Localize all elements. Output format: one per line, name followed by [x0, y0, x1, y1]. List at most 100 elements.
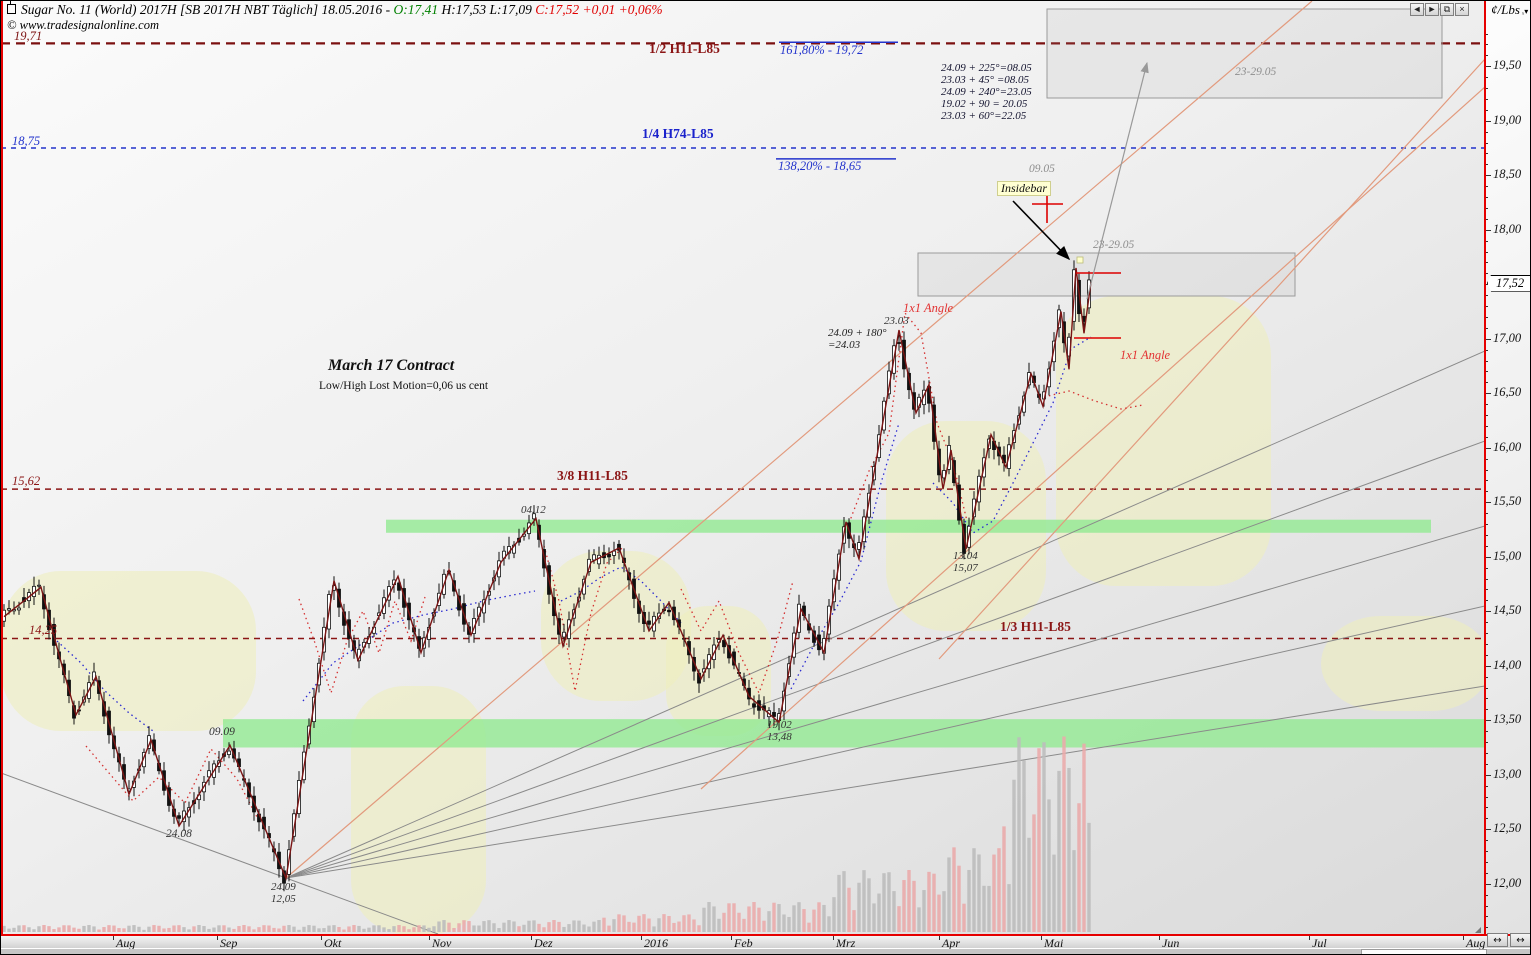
axis-tick [1485, 425, 1488, 427]
axis-tick [1485, 654, 1488, 656]
month-label: Jun [1162, 936, 1180, 950]
month-tick [833, 936, 834, 940]
price-tick-label: 18,00 [1493, 221, 1522, 236]
month-tick [1463, 936, 1464, 940]
axis-tick [1485, 131, 1488, 133]
axis-tick [1485, 393, 1491, 395]
gann-fan-line[interactable] [285, 605, 1485, 879]
scroll-right-button[interactable]: ► [1425, 3, 1439, 16]
axis-tick [1485, 545, 1488, 547]
axis-tick [1485, 643, 1488, 645]
title-highlow-values: H:17,53 L:17,09 [438, 2, 536, 17]
title-close-value: C:17,52 +0,01 +0,06% [535, 2, 663, 17]
axis-tick [1485, 33, 1488, 35]
price-tick-label: 19,50 [1493, 58, 1522, 73]
annotation-label: 19.02 13,48 [767, 719, 792, 743]
gann-fan-line[interactable] [1, 772, 439, 934]
projection-arrow[interactable] [1086, 61, 1149, 300]
resize-corner-icon[interactable] [1475, 927, 1481, 933]
restore-window-button[interactable]: ⧉ [1440, 3, 1454, 16]
chart-object-pin-icon [7, 1, 16, 14]
annotation-label: 24.09 12,05 [271, 881, 296, 905]
price-tick-label: 16,50 [1493, 385, 1522, 400]
axis-tick [1485, 338, 1491, 340]
cloud-zone [1056, 296, 1271, 586]
month-label: Mai [1044, 936, 1064, 950]
axis-tick [1485, 861, 1488, 863]
axis-tick [1485, 502, 1491, 504]
axis-tick [1485, 218, 1488, 220]
axis-tick [1485, 360, 1488, 362]
anchor-point[interactable] [1076, 256, 1084, 264]
axis-tick [1485, 273, 1488, 275]
axis-tick [1485, 894, 1488, 896]
scrollbar-thumb[interactable] [1361, 949, 1487, 954]
zigzag-line[interactable] [3, 267, 1092, 881]
month-label: Aug [1466, 936, 1486, 950]
scroll-left-button[interactable]: ◄ [1410, 3, 1424, 16]
annotation-label: 1x1 Angle [1120, 348, 1171, 362]
axis-tick [1485, 567, 1488, 569]
annotation-label: Insidebar [997, 181, 1051, 196]
annotation-label: 138,20% - 18,65 [778, 159, 862, 173]
annotation-label: 15,62 [12, 474, 41, 488]
axis-tick [1485, 524, 1488, 526]
gann-1x1-line[interactable] [938, 58, 1485, 660]
expand-scale-button[interactable]: ↔ [1510, 933, 1530, 947]
axis-tick [1485, 251, 1488, 253]
support-zone [386, 519, 1431, 533]
gann-1x1-line[interactable] [285, 1, 1313, 879]
axis-settings-icon[interactable]: ₓ▾ [1521, 7, 1529, 16]
axis-tick [1485, 840, 1488, 842]
axis-tick [1485, 186, 1488, 188]
annotation-label: 23.03 [884, 315, 909, 327]
month-tick [1041, 936, 1042, 940]
axis-tick [1485, 807, 1488, 809]
time-axis[interactable]: Aug Sep Okt Nov Dez 2016 Feb Mrz Apr Mai Jun Jul Aug [1, 936, 1530, 950]
month-label: Sep [220, 936, 238, 950]
annotation-label: 14,25 [29, 623, 58, 637]
axis-tick [1485, 513, 1488, 515]
gann-fan-line[interactable] [285, 440, 1485, 879]
price-tick-label: 12,00 [1493, 875, 1522, 890]
support-zone [223, 719, 1485, 748]
chart-pane[interactable]: Sugar No. 11 (World) 2017H [SB 2017H NBT… [1, 1, 1485, 934]
chart-left-border [1, 1, 3, 934]
axis-tick [1485, 55, 1488, 57]
stop-indicator-red [298, 596, 426, 696]
axis-tick [1485, 44, 1488, 46]
axis-tick [1485, 796, 1488, 798]
close-window-button[interactable]: × [1455, 3, 1469, 16]
axis-tick [1485, 687, 1488, 689]
axis-tick [1485, 491, 1488, 493]
month-tick [321, 936, 322, 940]
price-tick-label: 13,50 [1493, 712, 1522, 727]
axis-unit: ¢/Lbs ₓ▾ [1491, 2, 1528, 18]
axis-tick [1485, 709, 1488, 711]
axis-tick [1485, 927, 1488, 929]
projection-box[interactable] [917, 252, 1296, 297]
gann-fan-line[interactable] [285, 525, 1485, 879]
gann-1x1-line[interactable] [700, 86, 1485, 790]
insidebar-arrow[interactable] [1012, 200, 1071, 261]
copyright-label: © www.tradesignalonline.com [7, 18, 159, 32]
axis-tick [1485, 88, 1488, 90]
projection-box[interactable] [1046, 8, 1443, 99]
month-label: Mrz [836, 936, 856, 950]
price-tick-label: 19,00 [1493, 112, 1522, 127]
chart-bottom-border [1, 934, 1530, 936]
annotation-label: 23-29.05 [1235, 66, 1277, 78]
gann-fan-line[interactable] [285, 350, 1485, 879]
horizontal-scrollbar[interactable] [1, 949, 1530, 954]
annotation-label: 19,71 [14, 29, 43, 43]
current-price-value: 17,52 [1495, 275, 1525, 290]
axis-tick [1485, 916, 1488, 918]
axis-tick [1485, 829, 1491, 831]
axis-tick [1485, 469, 1488, 471]
month-tick [939, 936, 940, 940]
price-axis[interactable]: ¢/Lbs ₓ▾ 17,52 19,50 19,00 18,50 18,00 17,00 1… [1485, 1, 1530, 934]
axis-tick [1485, 415, 1488, 417]
compress-scale-button[interactable]: ↔ [1487, 933, 1508, 947]
gann-fan-line[interactable] [285, 685, 1485, 879]
axis-tick [1485, 905, 1488, 907]
